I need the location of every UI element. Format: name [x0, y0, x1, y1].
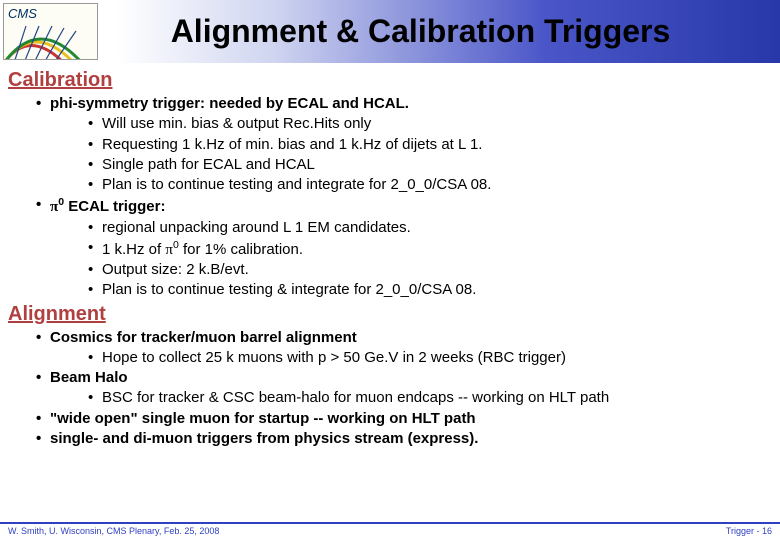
footer: W. Smith, U. Wisconsin, CMS Plenary, Feb…: [0, 522, 780, 540]
list-item: "wide open" single muon for startup -- w…: [36, 409, 772, 429]
section-heading-calibration: Calibration: [8, 69, 772, 92]
page-title: Alignment & Calibration Triggers: [101, 13, 780, 50]
cms-logo-label: CMS: [4, 4, 97, 23]
cms-logo-graphic: [4, 23, 97, 59]
bullet-text: phi-symmetry trigger: needed by ECAL and…: [50, 95, 409, 112]
list-item: Hope to collect 25 k muons with p > 50 G…: [88, 348, 772, 368]
bullet-text: Beam Halo: [50, 369, 128, 386]
list-item: Plan is to continue testing and integrat…: [88, 175, 772, 195]
list-item: Will use min. bias & output Rec.Hits onl…: [88, 114, 772, 134]
list-item: phi-symmetry trigger: needed by ECAL and…: [36, 94, 772, 195]
bullet-text: single- and di-muon triggers from physic…: [50, 430, 478, 447]
content: Calibration phi-symmetry trigger: needed…: [0, 63, 780, 449]
list-item: BSC for tracker & CSC beam-halo for muon…: [88, 388, 772, 408]
bullet-text: Cosmics for tracker/muon barrel alignmen…: [50, 329, 357, 346]
sublist: Hope to collect 25 k muons with p > 50 G…: [88, 348, 772, 368]
list-item: Requesting 1 k.Hz of min. bias and 1 k.H…: [88, 135, 772, 155]
list-alignment: Cosmics for tracker/muon barrel alignmen…: [36, 328, 772, 450]
sublist: Will use min. bias & output Rec.Hits onl…: [88, 114, 772, 195]
list-item: 1 k.Hz of π0 for 1% calibration.: [88, 238, 772, 260]
list-item: Output size: 2 k.B/evt.: [88, 260, 772, 280]
list-item: regional unpacking around L 1 EM candida…: [88, 218, 772, 238]
list-item: Single path for ECAL and HCAL: [88, 155, 772, 175]
section-heading-alignment: Alignment: [8, 303, 772, 326]
bullet-text: π0 ECAL trigger:: [50, 198, 165, 215]
list-item: Plan is to continue testing & integrate …: [88, 280, 772, 300]
list-item: single- and di-muon triggers from physic…: [36, 429, 772, 449]
list-item: Beam Halo BSC for tracker & CSC beam-hal…: [36, 368, 772, 409]
footer-left: W. Smith, U. Wisconsin, CMS Plenary, Feb…: [8, 526, 219, 536]
bullet-text: "wide open" single muon for startup -- w…: [50, 410, 476, 427]
sublist: regional unpacking around L 1 EM candida…: [88, 218, 772, 301]
cms-logo: CMS: [3, 3, 98, 60]
footer-right: Trigger - 16: [726, 526, 772, 536]
list-item: π0 ECAL trigger: regional unpacking arou…: [36, 195, 772, 300]
header: CMS Alignment & Calibration Triggers: [0, 0, 780, 63]
list-item: Cosmics for tracker/muon barrel alignmen…: [36, 328, 772, 369]
sublist: BSC for tracker & CSC beam-halo for muon…: [88, 388, 772, 408]
list-calibration: phi-symmetry trigger: needed by ECAL and…: [36, 94, 772, 301]
